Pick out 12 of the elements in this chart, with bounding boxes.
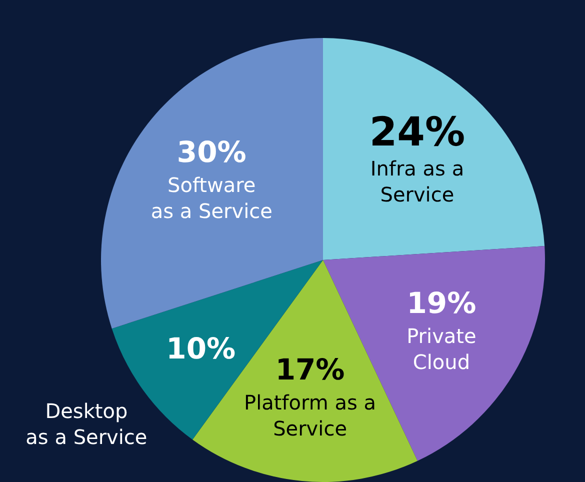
data-label: 10%	[166, 332, 236, 366]
slice-label: Platform as a Service	[244, 390, 376, 441]
pie-slice	[101, 38, 323, 329]
pie-slice	[323, 38, 545, 260]
slice-label: Private Cloud	[406, 324, 476, 374]
data-label: 17%	[275, 352, 345, 387]
data-label: 30%	[176, 134, 246, 169]
slice-label: Desktop as a Service	[26, 399, 148, 450]
slice-label: Infra as a Service	[370, 156, 464, 207]
data-label: 19%	[406, 286, 476, 320]
data-label: 24%	[369, 110, 466, 156]
slice-label: Software as a Service	[150, 172, 272, 223]
